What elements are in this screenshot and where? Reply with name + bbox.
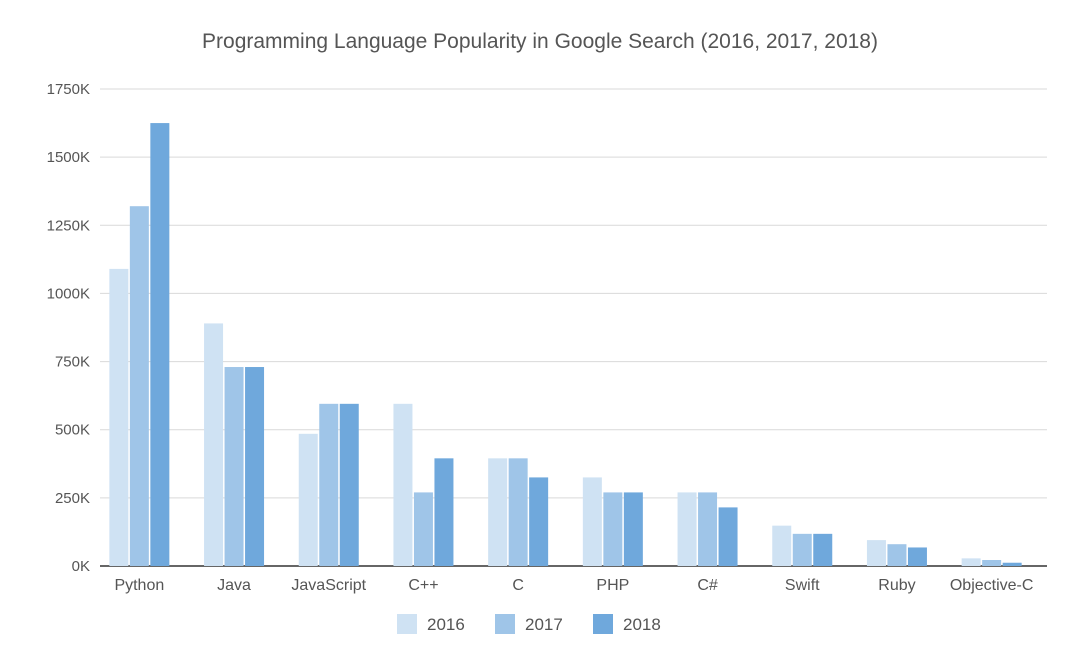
bar	[339, 403, 359, 566]
bar	[792, 533, 812, 566]
bar	[887, 544, 907, 566]
bar	[772, 525, 792, 566]
bar	[393, 403, 413, 566]
bar	[677, 492, 697, 566]
bars	[109, 123, 1022, 567]
bar	[961, 558, 981, 566]
x-tick-label: Objective-C	[950, 577, 1034, 594]
x-tick-label: C++	[408, 577, 438, 594]
bar	[907, 547, 927, 566]
bar	[529, 477, 549, 566]
bar	[129, 206, 149, 566]
legend-swatch	[593, 614, 613, 634]
x-tick-label: C	[512, 577, 524, 594]
x-axis-ticks: Python Java JavaScript C++ C PHP C# Swift Ruby Ob…	[114, 577, 1033, 594]
chart-title: Programming Language Popularity in Googl…	[202, 30, 878, 53]
bar	[982, 560, 1002, 566]
x-tick-label: PHP	[596, 577, 629, 594]
legend-swatch	[495, 614, 515, 634]
x-tick-label: Ruby	[878, 577, 915, 594]
bar	[204, 323, 224, 566]
y-tick-label: 750K	[55, 354, 90, 371]
bar	[582, 477, 602, 566]
bar	[1002, 562, 1022, 566]
bar	[319, 403, 339, 566]
x-tick-label: JavaScript	[291, 577, 366, 594]
bar	[150, 123, 170, 567]
bar	[488, 458, 508, 566]
x-tick-label: Swift	[785, 577, 820, 594]
y-tick-label: 1000K	[47, 285, 90, 302]
bar	[298, 433, 318, 566]
y-tick-label: 250K	[55, 490, 90, 507]
legend-label: 2016	[427, 615, 465, 634]
bar	[866, 540, 886, 566]
y-tick-label: 1250K	[47, 217, 90, 234]
legend-label: 2018	[623, 615, 661, 634]
bar	[224, 367, 244, 566]
x-tick-label: Python	[114, 577, 164, 594]
y-axis-ticks: 0K 250K 500K 750K 1000K 1250K 1500K 1750K	[47, 81, 90, 575]
x-tick-label: C#	[697, 577, 718, 594]
bar	[718, 507, 738, 566]
x-tick-label: Java	[217, 577, 251, 594]
y-tick-label: 500K	[55, 422, 90, 439]
bar	[434, 458, 454, 566]
legend-swatch	[397, 614, 417, 634]
bar	[413, 492, 433, 566]
legend-label: 2017	[525, 615, 563, 634]
y-tick-label: 1750K	[47, 81, 90, 98]
bar	[245, 367, 265, 566]
y-tick-label: 0K	[72, 558, 90, 575]
y-tick-label: 1500K	[47, 149, 90, 166]
bar	[109, 268, 129, 566]
bar	[813, 533, 833, 566]
bar	[623, 492, 643, 566]
bar	[603, 492, 623, 566]
legend: 2016 2017 2018	[397, 614, 661, 634]
bar	[698, 492, 718, 566]
bar	[508, 458, 528, 566]
